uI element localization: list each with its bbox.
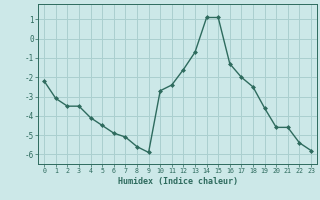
X-axis label: Humidex (Indice chaleur): Humidex (Indice chaleur) [118,177,238,186]
